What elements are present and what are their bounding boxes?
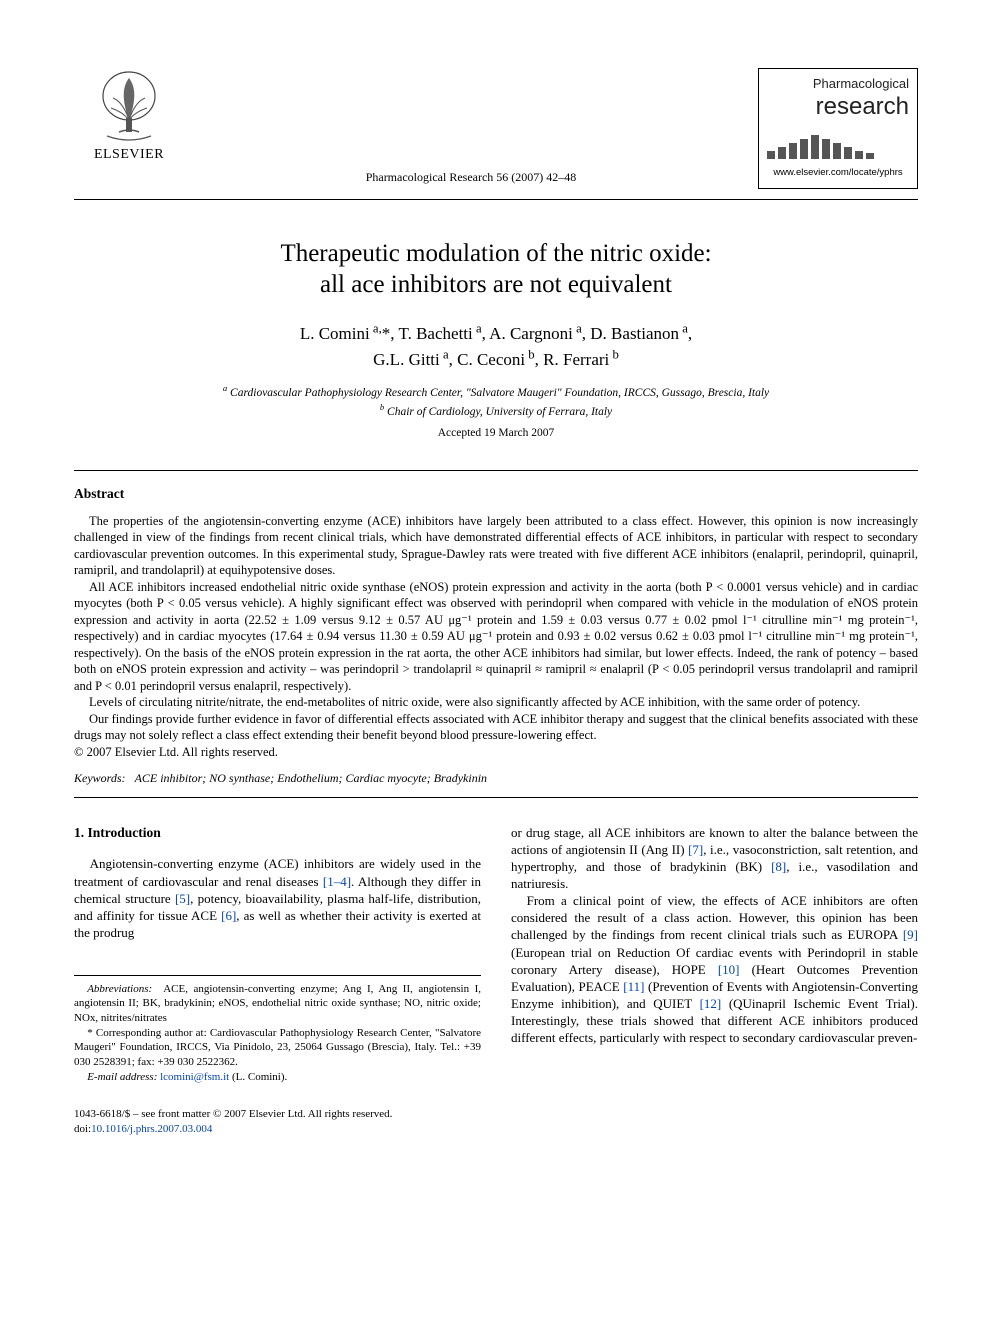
- abstract-p3: Levels of circulating nitrite/nitrate, t…: [74, 694, 918, 711]
- ref-12[interactable]: [12]: [700, 996, 722, 1011]
- front-matter-line: 1043-6618/$ – see front matter © 2007 El…: [74, 1108, 392, 1120]
- abstract-p2: All ACE inhibitors increased endothelial…: [74, 579, 918, 695]
- authors-line-1: L. Comini a,*, T. Bachetti a, A. Cargnon…: [300, 324, 692, 343]
- journal-cover-box: Pharmacological research www.elsevier.co…: [758, 68, 918, 189]
- abbreviations-footnote: Abbreviations: ACE, angiotensin-converti…: [74, 982, 481, 1025]
- journal-cover-bars: [767, 133, 909, 159]
- affiliation-b: b Chair of Cardiology, University of Fer…: [380, 406, 612, 418]
- right-column: or drug stage, all ACE inhibitors are kn…: [511, 824, 918, 1086]
- abstract-copyright: © 2007 Elsevier Ltd. All rights reserved…: [74, 744, 918, 761]
- abstract-p4: Our findings provide further evidence in…: [74, 711, 918, 744]
- doi-link[interactable]: 10.1016/j.phrs.2007.03.004: [91, 1123, 212, 1135]
- journal-header: ELSEVIER Pharmacological Research 56 (20…: [74, 68, 918, 200]
- intro-para-right-2: From a clinical point of view, the effec…: [511, 892, 918, 1046]
- abstract-p1: The properties of the angiotensin-conver…: [74, 513, 918, 579]
- body-columns: 1. Introduction Angiotensin-converting e…: [74, 824, 918, 1086]
- header-citation: Pharmacological Research 56 (2007) 42–48: [184, 169, 758, 189]
- intro-para-left: Angiotensin-converting enzyme (ACE) inhi…: [74, 855, 481, 941]
- authors-line-2: G.L. Gitti a, C. Ceconi b, R. Ferrari b: [373, 350, 619, 369]
- publisher-name: ELSEVIER: [94, 146, 164, 165]
- ref-1-4[interactable]: [1–4]: [323, 874, 351, 889]
- ref-5[interactable]: [5]: [175, 891, 190, 906]
- elsevier-tree-icon: [93, 68, 165, 144]
- divider: [74, 470, 918, 471]
- section-1-heading: 1. Introduction: [74, 824, 481, 842]
- ref-8[interactable]: [8]: [771, 859, 786, 874]
- ref-9[interactable]: [9]: [903, 927, 918, 942]
- keywords-text: ACE inhibitor; NO synthase; Endothelium;…: [135, 771, 488, 785]
- email-footnote: E-mail address: lcomini@fsm.it (L. Comin…: [74, 1070, 481, 1084]
- ref-11[interactable]: [11]: [623, 979, 644, 994]
- abstract-section: Abstract The properties of the angiotens…: [74, 485, 918, 761]
- title-line-2: all ace inhibitors are not equivalent: [320, 271, 672, 298]
- article-title: Therapeutic modulation of the nitric oxi…: [74, 238, 918, 301]
- affiliations: a Cardiovascular Pathophysiology Researc…: [74, 383, 918, 420]
- divider-2: [74, 797, 918, 798]
- ref-6[interactable]: [6]: [221, 908, 236, 923]
- ref-7[interactable]: [7]: [688, 842, 703, 857]
- intro-para-right-1: or drug stage, all ACE inhibitors are kn…: [511, 824, 918, 893]
- title-line-1: Therapeutic modulation of the nitric oxi…: [280, 240, 711, 267]
- page: ELSEVIER Pharmacological Research 56 (20…: [0, 0, 992, 1186]
- publisher-logo-block: ELSEVIER: [74, 68, 184, 165]
- accepted-date: Accepted 19 March 2007: [74, 426, 918, 442]
- footnotes: Abbreviations: ACE, angiotensin-converti…: [74, 975, 481, 1084]
- page-footer: 1043-6618/$ – see front matter © 2007 El…: [74, 1107, 918, 1136]
- doi-prefix: doi:: [74, 1123, 91, 1135]
- left-column: 1. Introduction Angiotensin-converting e…: [74, 824, 481, 1086]
- authors: L. Comini a,*, T. Bachetti a, A. Cargnon…: [74, 320, 918, 371]
- journal-url: www.elsevier.com/locate/yphrs: [767, 167, 909, 180]
- ref-10[interactable]: [10]: [718, 962, 740, 977]
- keywords-label: Keywords:: [74, 771, 126, 785]
- corresponding-author-footnote: * Corresponding author at: Cardiovascula…: [74, 1026, 481, 1069]
- journal-name-main: research: [767, 91, 909, 123]
- keywords-line: Keywords: ACE inhibitor; NO synthase; En…: [74, 770, 918, 786]
- email-link[interactable]: lcomini@fsm.it: [160, 1071, 229, 1083]
- affiliation-a: a Cardiovascular Pathophysiology Researc…: [223, 387, 769, 399]
- abstract-heading: Abstract: [74, 485, 918, 503]
